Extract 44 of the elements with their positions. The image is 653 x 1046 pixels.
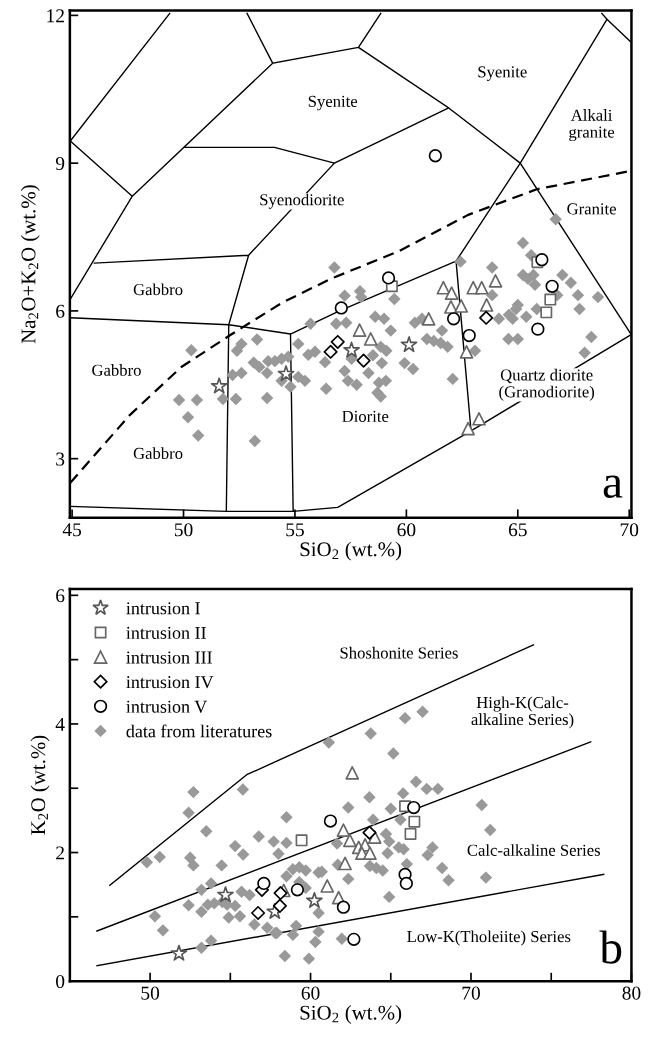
y-tick-label: 3 — [56, 452, 65, 466]
y-tick-label: 6 — [56, 304, 65, 318]
x-axis-title: SiO$_{2}$ (wt.%) — [300, 1005, 402, 1024]
y-tick-label: 2 — [56, 846, 64, 860]
annotation: Quartz diorite (Granodiorite) — [499, 368, 595, 401]
x-axis-title: SiO$_{2}$ (wt.%) — [300, 541, 402, 561]
annotation: Diorite — [342, 410, 389, 422]
y-tick-label: 9 — [55, 157, 65, 171]
x-tick-label: 80 — [622, 986, 641, 1000]
annotation: Calc-alkaline Series — [467, 844, 600, 856]
x-tick-label: 70 — [462, 986, 480, 1000]
legend-label: intrusion II — [126, 626, 206, 639]
y-tick-label: 6 — [56, 589, 65, 603]
y-tick-label: 12 — [47, 9, 64, 23]
annotation: b — [599, 930, 622, 964]
legend-label: data from literatures — [126, 724, 272, 738]
legend-label: intrusion III — [126, 651, 212, 664]
x-tick-label: 60 — [301, 986, 320, 1000]
x-tick-label: 45 — [62, 523, 82, 537]
annotation: Granite — [567, 203, 616, 215]
annotation: Syenite — [478, 66, 527, 81]
x-tick-label: 65 — [508, 523, 527, 537]
legend-label: intrusion IV — [126, 676, 214, 689]
annotation: Gabbro — [133, 447, 183, 460]
y-tick-label: 4 — [55, 717, 65, 731]
annotation: a — [603, 475, 623, 499]
x-tick-label: 70 — [620, 523, 639, 537]
x-tick-label: 50 — [141, 986, 160, 1000]
x-tick-label: 60 — [397, 523, 416, 537]
legend-label: intrusion V — [126, 700, 208, 713]
annotation: Gabbro — [133, 283, 183, 296]
x-tick-label: 50 — [174, 523, 193, 537]
x-tick-label: 55 — [286, 523, 304, 537]
annotation: Gabbro — [92, 364, 141, 376]
annotation: Shoshonite Series — [340, 646, 458, 659]
y-axis-title: Na$_{2}$O+K$_{2}$O (wt.%) — [20, 185, 40, 344]
annotation: Alkali granite — [569, 109, 615, 142]
annotation: High-K(Calc- alkaline Series) — [471, 696, 574, 729]
y-axis-title: K$_{2}$O (wt.%) — [30, 735, 50, 835]
annotation: Syenodiorite — [260, 193, 344, 209]
annotation: Syenite — [308, 95, 358, 111]
annotation: Low-K(Tholeiite) Series — [407, 930, 571, 946]
legend-label: intrusion I — [126, 602, 200, 615]
y-tick-label: 0 — [56, 974, 65, 989]
